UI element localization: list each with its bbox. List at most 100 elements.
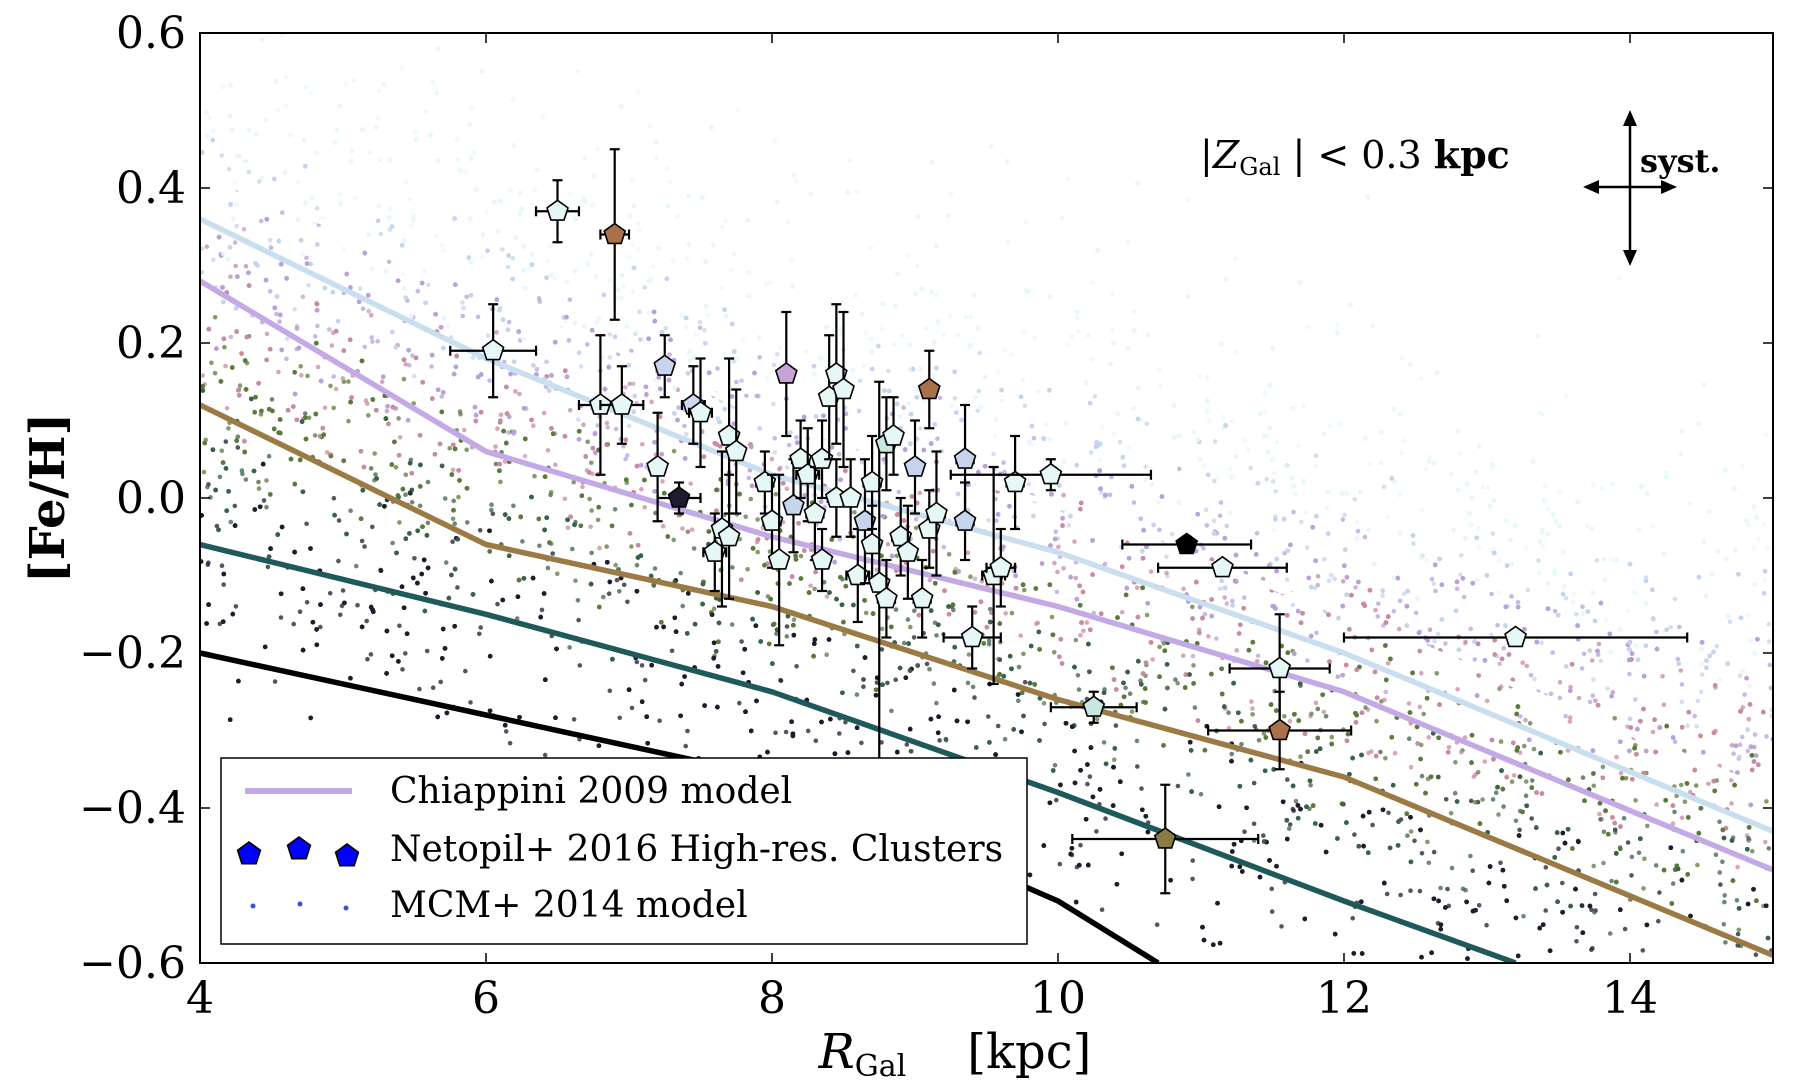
model-point [1574, 612, 1579, 617]
model-point [1682, 748, 1687, 754]
model-point [1529, 816, 1534, 821]
model-point [625, 599, 630, 605]
model-point [702, 328, 707, 333]
model-point [1496, 812, 1501, 817]
model-point [369, 335, 375, 340]
model-point [654, 156, 659, 162]
model-point [1204, 375, 1210, 381]
model-point [1443, 641, 1448, 646]
model-point [1737, 673, 1743, 678]
model-point [1550, 650, 1555, 655]
model-point [1324, 505, 1329, 511]
model-point [1694, 724, 1700, 729]
model-point [1498, 739, 1504, 744]
model-point [1426, 860, 1432, 866]
model-point [1633, 798, 1638, 803]
model-point [357, 286, 363, 291]
model-point [1382, 697, 1387, 703]
model-point [430, 79, 436, 85]
model-point [1531, 746, 1537, 752]
model-point [298, 364, 304, 369]
model-point [1350, 916, 1355, 921]
model-point [1419, 851, 1425, 856]
model-point [1489, 632, 1494, 638]
model-point [1486, 485, 1491, 491]
model-point [1610, 689, 1616, 695]
model-point [336, 558, 341, 564]
model-point [1661, 702, 1667, 708]
model-point [1720, 859, 1725, 865]
model-point [922, 398, 928, 404]
model-point [1408, 888, 1413, 893]
model-point [1287, 822, 1293, 827]
model-point [1370, 323, 1376, 329]
model-point [646, 310, 652, 316]
model-point [657, 718, 662, 724]
model-point [1293, 798, 1299, 804]
model-point [442, 496, 448, 501]
model-point [1374, 718, 1379, 724]
model-point [1599, 485, 1604, 491]
model-point [1692, 713, 1697, 719]
model-point [212, 315, 218, 320]
model-point [706, 313, 711, 318]
model-point [1078, 842, 1083, 848]
model-point [1731, 751, 1736, 756]
model-point [636, 246, 641, 252]
model-point [1256, 738, 1262, 743]
model-point [1305, 658, 1310, 663]
model-point [517, 391, 522, 397]
model-point [729, 267, 734, 273]
model-point [283, 103, 289, 108]
model-point [375, 115, 381, 121]
model-point [1370, 822, 1375, 828]
model-point [507, 740, 513, 746]
model-point [1517, 827, 1522, 833]
model-point [400, 271, 406, 277]
model-point [503, 729, 509, 734]
model-point [409, 499, 415, 505]
model-point [1332, 576, 1337, 581]
model-point [1304, 545, 1310, 550]
model-point [1418, 742, 1424, 748]
model-point [1186, 772, 1191, 777]
model-point [571, 717, 577, 722]
model-point [574, 69, 580, 74]
model-point [1753, 952, 1759, 957]
model-point [1603, 617, 1608, 622]
model-point [1313, 464, 1318, 469]
model-point [893, 607, 899, 612]
model-point [589, 550, 594, 556]
model-point [1218, 586, 1223, 591]
model-point [1721, 922, 1727, 927]
model-point [1309, 711, 1314, 717]
model-point [397, 520, 402, 525]
model-point [1424, 557, 1429, 563]
model-point [1081, 628, 1086, 634]
model-point [680, 603, 685, 609]
model-point [1431, 849, 1437, 855]
model-point [634, 562, 640, 568]
model-point [1109, 474, 1114, 480]
model-point [443, 560, 449, 565]
model-point [1764, 799, 1769, 804]
model-point [354, 563, 359, 569]
model-point [399, 65, 405, 71]
model-point [1002, 736, 1008, 742]
model-point [1528, 672, 1534, 678]
model-point [306, 415, 312, 421]
model-point [1112, 757, 1117, 762]
model-point [1654, 802, 1659, 807]
model-point [1740, 734, 1745, 740]
model-point [636, 221, 641, 226]
model-point [1197, 373, 1202, 379]
model-point [511, 503, 516, 509]
model-point [228, 334, 234, 340]
model-point [857, 378, 863, 384]
model-point [1616, 276, 1621, 281]
model-point [589, 460, 594, 466]
model-point [324, 450, 330, 455]
model-point [1595, 652, 1601, 657]
model-point [396, 416, 401, 421]
model-point [629, 178, 635, 183]
